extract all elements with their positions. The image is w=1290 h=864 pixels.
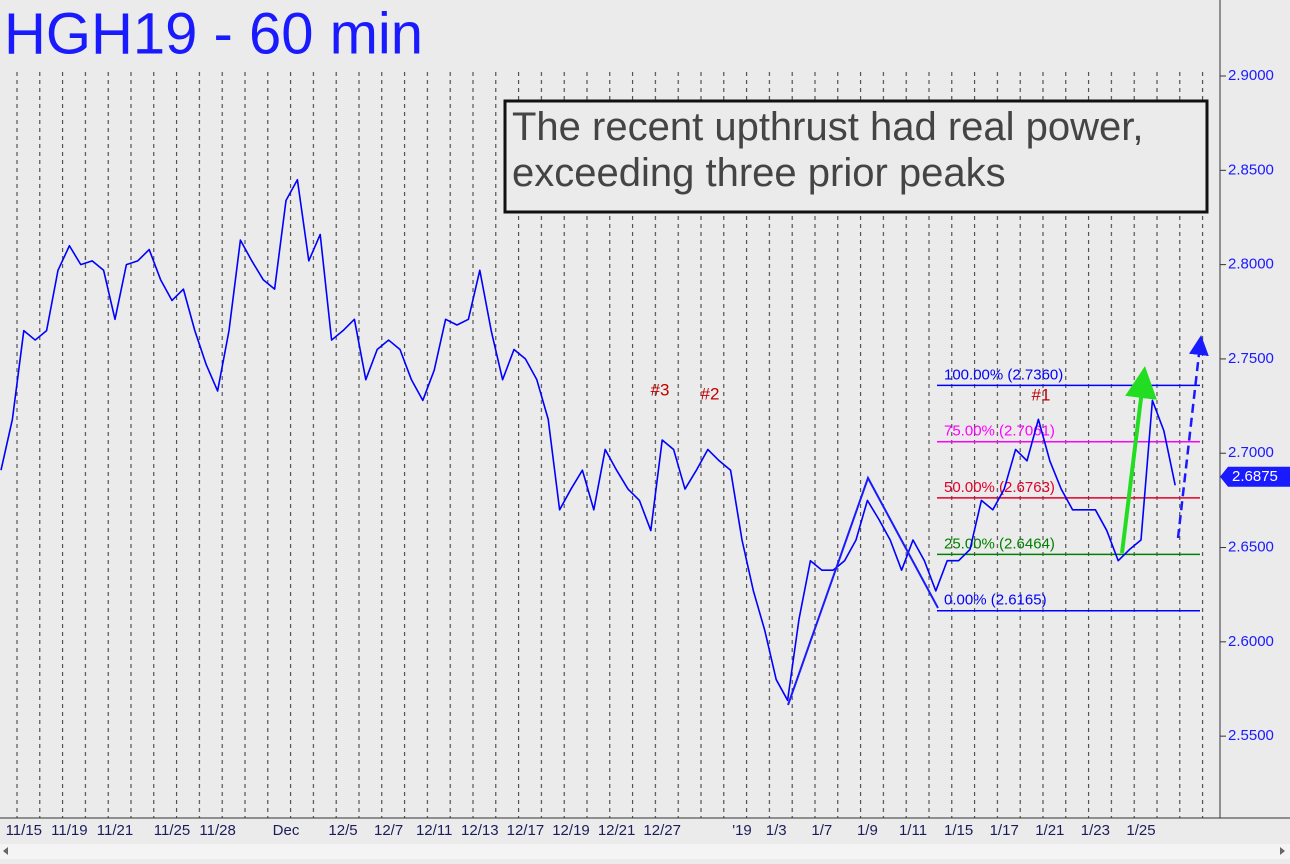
last-price-label: 2.6875 xyxy=(1232,468,1278,485)
x-tick-label: 11/15 xyxy=(6,822,42,839)
x-tick-label: 1/23 xyxy=(1081,822,1110,839)
fib-label: 25.00% (2.6464) xyxy=(944,535,1055,552)
x-tick-label: 11/19 xyxy=(51,822,87,839)
x-tick-label: 1/21 xyxy=(1035,822,1064,839)
peak-label: #3 xyxy=(651,380,670,399)
x-tick-label: 11/21 xyxy=(97,822,133,839)
last-price-tag xyxy=(1220,466,1290,487)
peak-label: #2 xyxy=(701,384,720,403)
annotation-box xyxy=(503,99,1209,214)
x-tick-label: 12/5 xyxy=(328,822,357,839)
x-tick-label: 12/11 xyxy=(416,822,452,839)
fib-label: 50.00% (2.6763) xyxy=(944,479,1055,496)
price-line xyxy=(0,178,1176,702)
x-tick-label: 12/13 xyxy=(461,822,499,839)
peak-label: #1 xyxy=(1032,385,1051,404)
x-tick-label: 1/25 xyxy=(1126,822,1155,839)
x-tick-label: 1/15 xyxy=(944,822,973,839)
y-tick-label: 2.6500 xyxy=(1228,539,1274,556)
fib-label: 100.00% (2.7360) xyxy=(944,366,1063,383)
projection-arrow xyxy=(1176,335,1209,539)
y-tick-label: 2.5500 xyxy=(1228,727,1274,744)
x-tick-label: 1/11 xyxy=(899,822,927,839)
x-tick-label: 1/17 xyxy=(990,822,1019,839)
x-tick-label: 12/17 xyxy=(507,822,545,839)
y-tick-label: 2.7500 xyxy=(1228,350,1274,367)
x-tick-label: Dec xyxy=(273,822,300,839)
x-tick-label: 11/25 xyxy=(154,822,190,839)
annotation: The recent upthrust had real power, exce… xyxy=(512,105,1144,195)
x-tick-label: 1/7 xyxy=(811,822,832,839)
annotation-wrap: The recent upthrust had real power, exce… xyxy=(512,105,1144,195)
x-tick-label: 1/3 xyxy=(766,822,787,839)
upthrust-arrow xyxy=(1120,366,1157,554)
y-tick-label: 2.8500 xyxy=(1228,161,1274,178)
x-tick-label: '19 xyxy=(732,822,752,839)
fib-label: 0.00% (2.6165) xyxy=(944,592,1047,609)
scroll-right[interactable] xyxy=(1280,847,1285,855)
x-tick-label: 12/27 xyxy=(643,822,681,839)
y-tick-label: 2.8000 xyxy=(1228,256,1274,273)
x-tick-label: 11/28 xyxy=(199,822,235,839)
y-tick-label: 2.9000 xyxy=(1228,67,1274,84)
y-tick-label: 2.7000 xyxy=(1228,444,1274,461)
x-tick-label: 12/21 xyxy=(598,822,636,839)
x-tick-label: 1/9 xyxy=(857,822,878,839)
fib-label: 75.00% (2.7061) xyxy=(944,423,1055,440)
chart-title: HGH19 - 60 min xyxy=(4,1,423,66)
zigzag-pattern xyxy=(787,475,939,706)
scroll-left[interactable] xyxy=(3,847,8,855)
y-tick-label: 2.6000 xyxy=(1228,633,1274,650)
scrollbar[interactable] xyxy=(0,844,1290,859)
x-tick-label: 12/19 xyxy=(552,822,590,839)
x-tick-label: 12/7 xyxy=(374,822,403,839)
